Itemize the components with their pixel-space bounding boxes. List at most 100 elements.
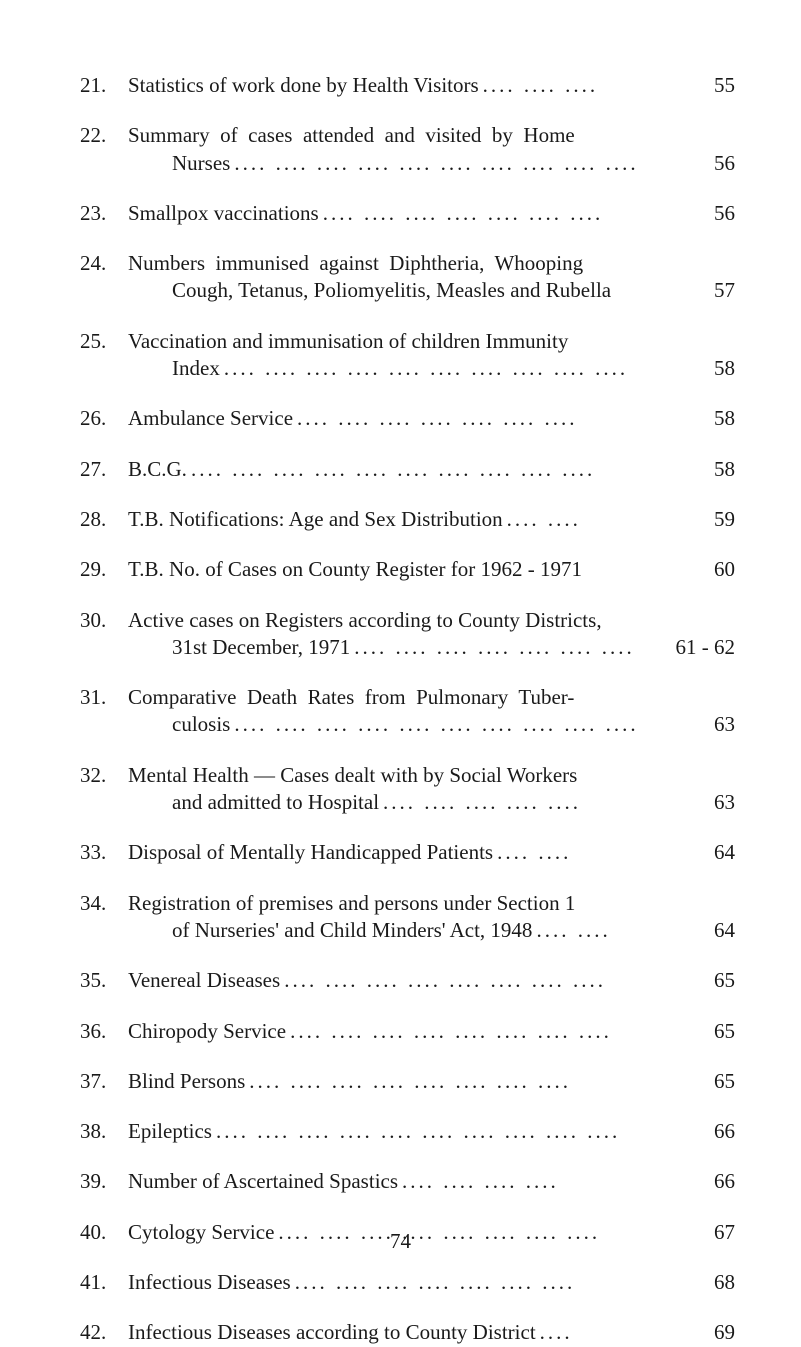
entry-number: 39.	[80, 1168, 128, 1195]
leader-dots: .... .... .... ....	[398, 1168, 559, 1195]
toc-entry: 41.Infectious Diseases .... .... .... ..…	[80, 1269, 735, 1296]
toc-entry: 33.Disposal of Mentally Handicapped Pati…	[80, 839, 735, 866]
entry-body: Comparative Death Rates from Pulmonary T…	[128, 684, 645, 739]
toc-entry: 21.Statistics of work done by Health Vis…	[80, 72, 735, 99]
entry-line: Blind Persons .... .... .... .... .... .…	[128, 1068, 645, 1095]
entry-line: Mental Health — Cases dealt with by Soci…	[128, 762, 645, 789]
entry-line: Chiropody Service .... .... .... .... ..…	[128, 1018, 645, 1045]
toc-entry: 23.Smallpox vaccinations .... .... .... …	[80, 200, 735, 227]
entry-text: Number of Ascertained Spastics	[128, 1168, 398, 1195]
entry-number: 28.	[80, 506, 128, 533]
entry-line: Summary of cases attended and visited by…	[128, 122, 645, 149]
entry-number: 26.	[80, 405, 128, 432]
entry-text: T.B. Notifications: Age and Sex Distribu…	[128, 506, 503, 533]
entry-number: 38.	[80, 1118, 128, 1145]
entry-page: 68	[645, 1269, 735, 1296]
entry-line: Number of Ascertained Spastics .... ....…	[128, 1168, 645, 1195]
entry-page: 64	[645, 839, 735, 866]
entry-text: T.B. No. of Cases on County Register for…	[128, 556, 582, 583]
entry-page: 56	[645, 150, 735, 177]
entry-line: Infectious Diseases .... .... .... .... …	[128, 1269, 645, 1296]
toc-entry: 31.Comparative Death Rates from Pulmonar…	[80, 684, 735, 739]
leader-dots: .... ....	[493, 839, 571, 866]
entry-body: Ambulance Service .... .... .... .... ..…	[128, 405, 645, 432]
entry-text: Comparative Death Rates from Pulmonary T…	[128, 684, 574, 711]
entry-number: 32.	[80, 762, 128, 789]
entry-text: 31st December, 1971	[172, 634, 350, 661]
entry-page: 56	[645, 200, 735, 227]
toc-entry: 28.T.B. Notifications: Age and Sex Distr…	[80, 506, 735, 533]
leader-dots: .... .... .... .... .... .... .... .... …	[187, 456, 595, 483]
toc-entry: 37.Blind Persons .... .... .... .... ...…	[80, 1068, 735, 1095]
page-number: 74	[0, 1229, 801, 1254]
entry-line: Smallpox vaccinations .... .... .... ...…	[128, 200, 645, 227]
toc-entry: 35.Venereal Diseases .... .... .... ....…	[80, 967, 735, 994]
entry-body: Statistics of work done by Health Visito…	[128, 72, 645, 99]
leader-dots: .... .... .... .... .... .... .... ....	[286, 1018, 612, 1045]
leader-dots: .... .... .... .... .... .... ....	[319, 200, 604, 227]
entry-line: Numbers immunised against Diphtheria, Wh…	[128, 250, 645, 277]
leader-dots: .... .... .... .... .... .... .... .... …	[212, 1118, 620, 1145]
entry-text: Nurses	[172, 150, 230, 177]
entry-page: 63	[645, 711, 735, 738]
entry-line: Active cases on Registers according to C…	[128, 607, 645, 634]
entry-body: Summary of cases attended and visited by…	[128, 122, 645, 177]
entry-text: B.C.G.	[128, 456, 187, 483]
entry-line: Epileptics .... .... .... .... .... ....…	[128, 1118, 645, 1145]
entry-body: Active cases on Registers according to C…	[128, 607, 645, 662]
toc-entry: 39.Number of Ascertained Spastics .... .…	[80, 1168, 735, 1195]
entry-page: 57	[645, 277, 735, 304]
entry-text: Disposal of Mentally Handicapped Patient…	[128, 839, 493, 866]
toc-entry: 22.Summary of cases attended and visited…	[80, 122, 735, 177]
entry-body: Registration of premises and persons und…	[128, 890, 645, 945]
entry-page: 65	[645, 1018, 735, 1045]
toc-entry: 27.B.C.G. .... .... .... .... .... .... …	[80, 456, 735, 483]
entry-line: Venereal Diseases .... .... .... .... ..…	[128, 967, 645, 994]
entry-text: Registration of premises and persons und…	[128, 890, 575, 917]
entry-body: Smallpox vaccinations .... .... .... ...…	[128, 200, 645, 227]
entry-page: 58	[645, 355, 735, 382]
entry-page: 65	[645, 1068, 735, 1095]
entry-text: Blind Persons	[128, 1068, 245, 1095]
entry-body: Infectious Diseases according to County …	[128, 1319, 645, 1346]
leader-dots: .... .... .... .... .... .... .... .... …	[220, 355, 628, 382]
leader-dots: .... .... .... .... .... .... .... ....	[245, 1068, 571, 1095]
entry-text: Smallpox vaccinations	[128, 200, 319, 227]
leader-dots: .... ....	[503, 506, 581, 533]
leader-dots: .... ....	[532, 917, 610, 944]
toc-entry: 34.Registration of premises and persons …	[80, 890, 735, 945]
entry-text: Index	[172, 355, 220, 382]
entry-page: 58	[645, 456, 735, 483]
entry-text: Summary of cases attended and visited by…	[128, 122, 575, 149]
entry-number: 21.	[80, 72, 128, 99]
entry-line: culosis .... .... .... .... .... .... ..…	[128, 711, 645, 738]
entry-number: 36.	[80, 1018, 128, 1045]
entry-text: Cough, Tetanus, Poliomyelitis, Measles a…	[172, 277, 611, 304]
entry-body: T.B. No. of Cases on County Register for…	[128, 556, 645, 583]
entry-number: 37.	[80, 1068, 128, 1095]
leader-dots: .... .... .... .... .... .... ....	[293, 405, 578, 432]
entry-line: Statistics of work done by Health Visito…	[128, 72, 645, 99]
entry-number: 30.	[80, 607, 128, 634]
entry-text: Chiropody Service	[128, 1018, 286, 1045]
entry-line: T.B. Notifications: Age and Sex Distribu…	[128, 506, 645, 533]
entry-number: 22.	[80, 122, 128, 149]
entry-text: Ambulance Service	[128, 405, 293, 432]
entry-line: T.B. No. of Cases on County Register for…	[128, 556, 645, 583]
entry-line: Comparative Death Rates from Pulmonary T…	[128, 684, 645, 711]
entry-body: Mental Health — Cases dealt with by Soci…	[128, 762, 645, 817]
toc-entry: 29.T.B. No. of Cases on County Register …	[80, 556, 735, 583]
entry-text: Statistics of work done by Health Visito…	[128, 72, 479, 99]
entry-text: Epileptics	[128, 1118, 212, 1145]
entry-body: Venereal Diseases .... .... .... .... ..…	[128, 967, 645, 994]
entry-text: Active cases on Registers according to C…	[128, 607, 602, 634]
toc-entry: 30.Active cases on Registers according t…	[80, 607, 735, 662]
entry-number: 42.	[80, 1319, 128, 1346]
entry-page: 59	[645, 506, 735, 533]
leader-dots: .... .... .... .... .... .... .... .... …	[230, 711, 638, 738]
entry-body: Numbers immunised against Diphtheria, Wh…	[128, 250, 645, 305]
entry-line: Nurses .... .... .... .... .... .... ...…	[128, 150, 645, 177]
entry-page: 69	[645, 1319, 735, 1346]
toc-entry: 25.Vaccination and immunisation of child…	[80, 328, 735, 383]
entry-page: 63	[645, 789, 735, 816]
